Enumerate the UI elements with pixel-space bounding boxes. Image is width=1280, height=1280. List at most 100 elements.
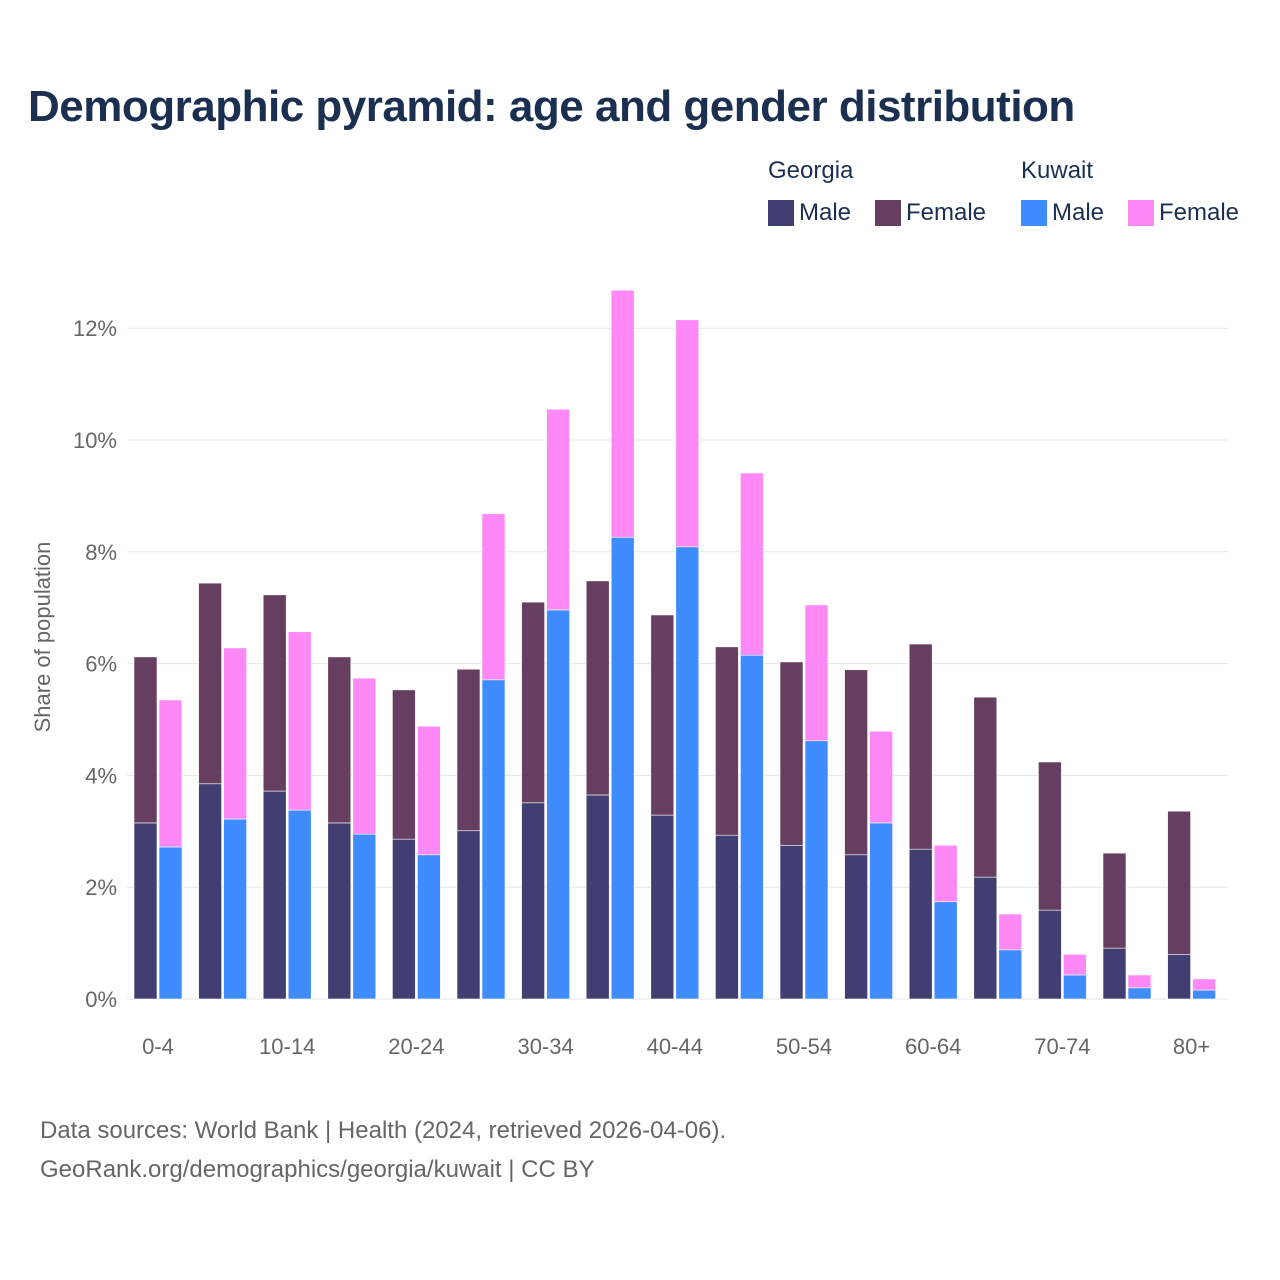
bar-georgia-female-65-69[interactable] (973, 696, 998, 878)
bar-kuwait-male-65-69[interactable] (998, 949, 1023, 1000)
bar-kuwait-male-75-79[interactable] (1127, 987, 1152, 1000)
bar-georgia-female-10-14[interactable] (262, 594, 287, 792)
bar-georgia-male-40-44[interactable] (650, 814, 675, 1000)
bar-georgia-male-75-79[interactable] (1102, 947, 1127, 1000)
bar-georgia-female-40-44[interactable] (650, 614, 675, 816)
bar-kuwait-female-70-74[interactable] (1063, 953, 1087, 976)
legend-swatch (768, 200, 794, 226)
bar-georgia-female-35-39[interactable] (585, 580, 610, 796)
bar-georgia-male-5-9[interactable] (198, 783, 222, 1000)
bar-georgia-male-45-49[interactable] (715, 834, 739, 1000)
bar-georgia-male-60-64[interactable] (908, 848, 933, 1000)
bar-kuwait-female-15-19[interactable] (352, 677, 377, 835)
bar-kuwait-female-50-54[interactable] (804, 604, 829, 742)
bar-georgia-female-20-24[interactable] (392, 689, 416, 840)
bar-georgia-female-50-54[interactable] (779, 661, 804, 846)
bar-kuwait-female-45-49[interactable] (740, 472, 764, 656)
y-tick-label: 10% (73, 428, 117, 453)
x-tick-label: 80+ (1173, 1034, 1210, 1059)
bar-kuwait-male-30-34[interactable] (546, 609, 570, 1000)
x-tick-label: 50-54 (776, 1034, 832, 1059)
bar-georgia-male-20-24[interactable] (392, 838, 416, 1000)
bar-kuwait-male-35-39[interactable] (610, 536, 635, 1000)
bar-georgia-female-25-29[interactable] (456, 668, 481, 832)
bar-kuwait-female-55-59[interactable] (869, 730, 893, 824)
bar-georgia-male-50-54[interactable] (779, 844, 804, 1000)
bar-kuwait-male-45-49[interactable] (740, 654, 764, 1000)
x-tick-label: 10-14 (259, 1034, 315, 1059)
y-tick-label: 0% (85, 987, 117, 1012)
x-tick-label: 30-34 (517, 1034, 573, 1059)
bar-kuwait-female-20-24[interactable] (417, 725, 441, 856)
bar-georgia-female-60-64[interactable] (908, 643, 933, 850)
bar-kuwait-male-5-9[interactable] (223, 818, 247, 1000)
x-tick-label: 20-24 (388, 1034, 444, 1059)
bar-georgia-female-75-79[interactable] (1102, 852, 1127, 949)
bar-georgia-male-10-14[interactable] (262, 790, 287, 1000)
bar-georgia-male-70-74[interactable] (1038, 909, 1062, 1000)
bar-kuwait-male-40-44[interactable] (675, 546, 700, 1000)
y-tick-label: 12% (73, 316, 117, 341)
bar-georgia-female-30-34[interactable] (521, 601, 545, 804)
bar-kuwait-female-0-4[interactable] (158, 699, 183, 848)
bar-georgia-female-80+[interactable] (1167, 810, 1191, 955)
bar-kuwait-female-65-69[interactable] (998, 913, 1023, 951)
legend-georgia-male[interactable]: Male (768, 199, 851, 227)
bar-kuwait-female-25-29[interactable] (481, 513, 506, 681)
bar-georgia-male-80+[interactable] (1167, 953, 1191, 1000)
bar-kuwait-male-10-14[interactable] (287, 809, 312, 1000)
bar-georgia-male-55-59[interactable] (844, 854, 868, 1000)
legend-swatch (1128, 200, 1154, 226)
legend-group-georgia: Georgia (768, 157, 854, 184)
bar-georgia-female-5-9[interactable] (198, 582, 222, 785)
bar-kuwait-male-15-19[interactable] (352, 833, 377, 1000)
bar-georgia-male-25-29[interactable] (456, 830, 481, 1000)
bar-georgia-male-35-39[interactable] (585, 794, 610, 1000)
bar-kuwait-male-70-74[interactable] (1063, 974, 1087, 1000)
bar-georgia-male-15-19[interactable] (327, 822, 352, 1000)
bar-kuwait-male-25-29[interactable] (481, 679, 506, 1000)
legend-kuwait-male[interactable]: Male (1021, 199, 1104, 227)
bar-georgia-female-55-59[interactable] (844, 669, 868, 856)
x-tick-label: 60-64 (905, 1034, 961, 1059)
footer-source: Data sources: World Bank | Health (2024,… (40, 1117, 727, 1144)
bar-georgia-female-70-74[interactable] (1038, 761, 1062, 911)
bar-kuwait-male-20-24[interactable] (417, 854, 441, 1000)
bar-georgia-male-0-4[interactable] (133, 822, 158, 1000)
legend-label: Male (799, 199, 852, 226)
bar-kuwait-female-5-9[interactable] (223, 647, 247, 820)
bar-kuwait-male-0-4[interactable] (158, 846, 183, 1000)
legend-georgia-female[interactable]: Female (875, 199, 986, 227)
bar-kuwait-male-50-54[interactable] (804, 740, 829, 1000)
chart-title: Demographic pyramid: age and gender dist… (28, 82, 1075, 131)
legend-group-kuwait: Kuwait (1021, 157, 1094, 184)
bar-kuwait-female-75-79[interactable] (1127, 974, 1152, 989)
bar-georgia-female-0-4[interactable] (133, 656, 158, 824)
bar-georgia-male-30-34[interactable] (521, 802, 545, 1000)
bar-kuwait-male-80+[interactable] (1192, 989, 1216, 1000)
legend-swatch (1021, 200, 1047, 226)
bar-georgia-female-45-49[interactable] (715, 646, 739, 836)
legend-label: Female (906, 199, 987, 226)
y-tick-label: 2% (85, 875, 117, 900)
bar-kuwait-male-60-64[interactable] (933, 901, 958, 1000)
y-tick-label: 4% (85, 763, 117, 788)
bar-kuwait-female-60-64[interactable] (933, 844, 958, 903)
bar-kuwait-female-30-34[interactable] (546, 408, 570, 611)
legend-label: Female (1159, 199, 1240, 226)
bar-georgia-female-15-19[interactable] (327, 656, 352, 824)
bar-kuwait-female-80+[interactable] (1192, 978, 1216, 991)
bar-kuwait-female-10-14[interactable] (287, 631, 312, 811)
x-tick-label: 70-74 (1034, 1034, 1090, 1059)
legend-label: Male (1052, 199, 1105, 226)
bar-kuwait-male-55-59[interactable] (869, 822, 893, 1000)
x-tick-label: 40-44 (647, 1034, 703, 1059)
bar-kuwait-female-40-44[interactable] (675, 319, 700, 548)
y-tick-label: 8% (85, 540, 117, 565)
bar-kuwait-female-35-39[interactable] (610, 289, 635, 538)
y-tick-label: 6% (85, 652, 117, 677)
bar-georgia-male-65-69[interactable] (973, 876, 998, 1000)
legend-kuwait-female[interactable]: Female (1128, 199, 1239, 227)
